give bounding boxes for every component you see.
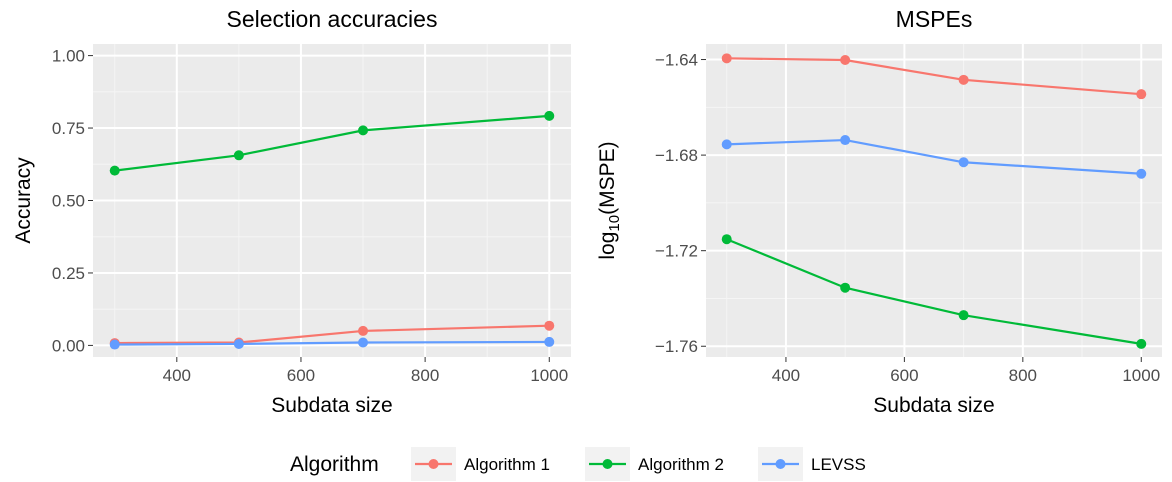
data-point-algorithm-2: [233, 150, 244, 161]
data-point-algorithm-1: [1136, 89, 1147, 100]
series-line-levss: [114, 340, 550, 346]
data-point-levss: [544, 336, 555, 347]
data-point-levss: [840, 135, 851, 146]
y-tick-label: 1.00: [52, 47, 85, 66]
y-tick-label: −1.68: [655, 146, 698, 165]
data-point-algorithm-2: [1136, 338, 1147, 349]
data-point-levss: [358, 337, 369, 348]
y-tick-label: −1.64: [655, 51, 698, 70]
x-tick-label: 400: [163, 366, 191, 385]
data-point-levss: [721, 139, 732, 150]
data-point-algorithm-1: [721, 53, 732, 64]
series-line-algorithm-1: [726, 57, 1142, 96]
x-axis-title: Subdata size: [271, 394, 392, 417]
x-tick-label: 600: [287, 366, 315, 385]
panel-2: −1.76 −1.72 −1.68 −1.64 400 600 800 1000 MSPEs Su…: [596, 6, 1162, 417]
legend-title: Algorithm: [290, 453, 379, 476]
data-point-levss: [233, 338, 244, 349]
legend-key-algorithm-1: [411, 447, 456, 481]
series-line-algorithm-1: [114, 324, 550, 345]
y-axis-title: log10(MSPE): [596, 141, 623, 259]
legend-point-levss: [775, 459, 786, 469]
data-point-levss: [1136, 168, 1147, 179]
data-point-algorithm-1: [358, 325, 369, 336]
x-tick-label: 800: [411, 366, 439, 385]
panel-1: 0.00 0.25 0.50 0.75 1.00 400 600 800 1000 Selecti…: [12, 6, 571, 417]
data-point-algorithm-1: [958, 74, 969, 85]
data-point-algorithm-2: [544, 110, 555, 121]
legend-point-algorithm-1: [428, 459, 439, 469]
y-tick-label: 0.50: [52, 192, 85, 211]
data-point-algorithm-2: [109, 165, 120, 176]
x-tick-label: 600: [890, 366, 918, 385]
legend-label-levss: LEVSS: [811, 455, 866, 474]
legend-label-algorithm-2: Algorithm 2: [638, 455, 724, 474]
legend-key-levss: [758, 447, 803, 481]
data-point-levss: [958, 157, 969, 168]
panel-background: [706, 44, 1162, 357]
series-line-algorithm-2: [114, 114, 550, 172]
data-point-algorithm-1: [840, 55, 851, 66]
y-tick-label: −1.72: [655, 242, 698, 261]
chart-title: Selection accuracies: [227, 6, 438, 32]
x-tick-label: 800: [1009, 366, 1037, 385]
data-point-algorithm-2: [721, 234, 732, 245]
y-tick-label: 0.75: [52, 119, 85, 138]
legend: Algorithm Algorithm 1 Algorithm 2 LEVSS: [290, 447, 866, 481]
data-point-levss: [109, 339, 120, 350]
series-line-levss: [726, 138, 1142, 175]
series-line-algorithm-2: [726, 238, 1142, 345]
x-tick-label: 400: [772, 366, 800, 385]
x-axis-title: Subdata size: [873, 394, 994, 417]
x-tick-label: 1000: [530, 366, 568, 385]
data-point-algorithm-2: [958, 310, 969, 321]
data-point-algorithm-2: [840, 282, 851, 293]
data-point-algorithm-1: [544, 320, 555, 331]
x-tick-label: 1000: [1122, 366, 1160, 385]
legend-key-algorithm-2: [585, 447, 630, 481]
y-axis-title: Accuracy: [12, 157, 35, 244]
y-tick-label: 0.25: [52, 264, 85, 283]
legend-point-algorithm-2: [602, 459, 613, 469]
y-tick-label: −1.76: [655, 337, 698, 356]
chart-title: MSPEs: [896, 6, 973, 32]
legend-label-algorithm-1: Algorithm 1: [464, 455, 550, 474]
data-point-algorithm-2: [358, 125, 369, 136]
y-tick-label: 0.00: [52, 336, 85, 355]
